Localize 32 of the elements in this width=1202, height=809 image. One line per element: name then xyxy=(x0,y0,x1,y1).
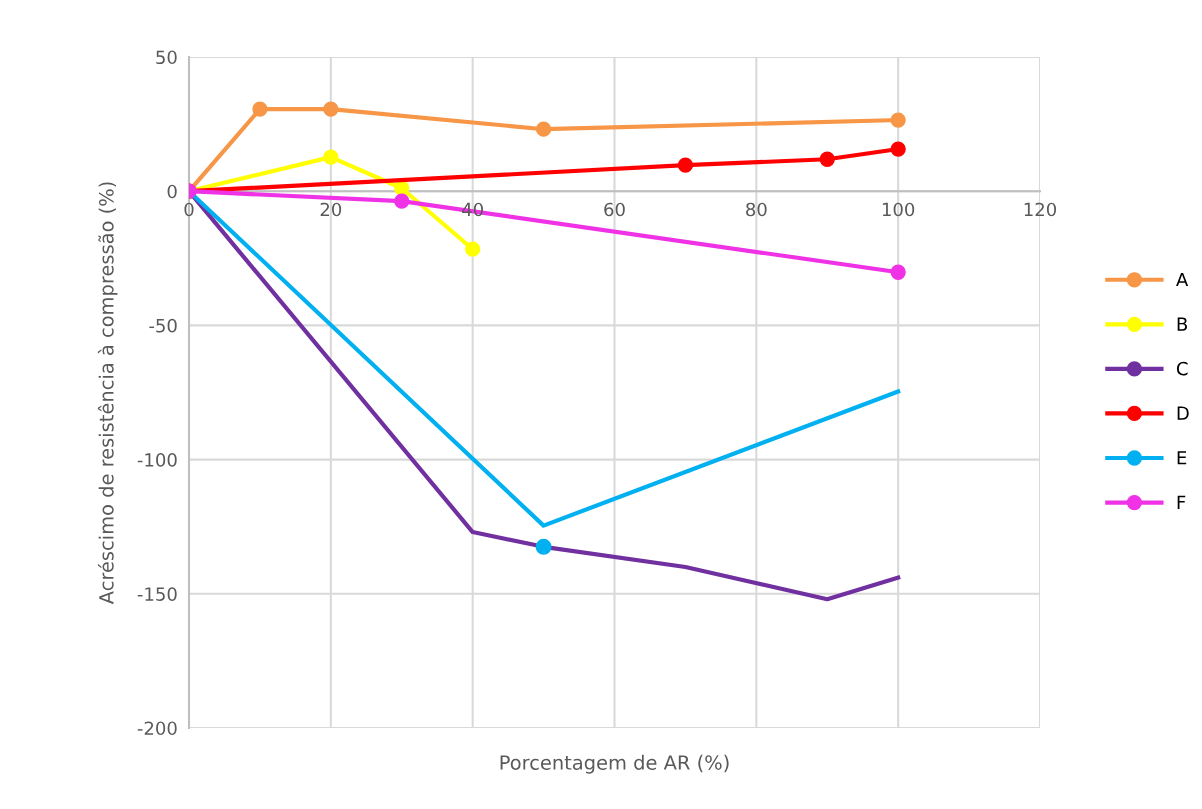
x-axis-title: Porcentagem de AR (%) xyxy=(500,754,729,774)
legend-label: F xyxy=(1177,495,1186,509)
y-tick-label: -200 xyxy=(137,721,177,736)
legend-label: A xyxy=(1176,272,1189,287)
x-tick-label: 0 xyxy=(184,202,194,217)
y-axis-title: Acréscimo de resistência à compressão (%) xyxy=(97,182,118,605)
point xyxy=(677,157,694,173)
point xyxy=(819,151,835,167)
legend-label: C xyxy=(1176,361,1188,376)
y-tick-label: 0 xyxy=(167,184,177,199)
point xyxy=(535,538,552,555)
y-tick-label: -100 xyxy=(137,453,177,467)
point xyxy=(890,264,906,280)
point xyxy=(252,101,268,117)
point xyxy=(323,149,339,165)
legend-label: E xyxy=(1177,451,1187,465)
y-tick-label: 50 xyxy=(156,50,177,65)
x-tick-label: 120 xyxy=(1024,202,1057,217)
y-tick-label: -150 xyxy=(137,587,177,601)
point xyxy=(323,101,339,117)
point xyxy=(465,241,481,257)
x-tick-label: 100 xyxy=(882,202,915,217)
point xyxy=(535,121,552,137)
x-tick-label: 80 xyxy=(746,202,767,217)
legend-label: B xyxy=(1177,317,1188,331)
y-tick-label: -50 xyxy=(149,318,177,333)
point xyxy=(890,141,906,157)
x-tick-label: 20 xyxy=(320,202,342,217)
legend-label: D xyxy=(1177,406,1189,420)
x-tick-label: 60 xyxy=(604,202,625,217)
point xyxy=(394,193,410,209)
point xyxy=(890,112,906,128)
